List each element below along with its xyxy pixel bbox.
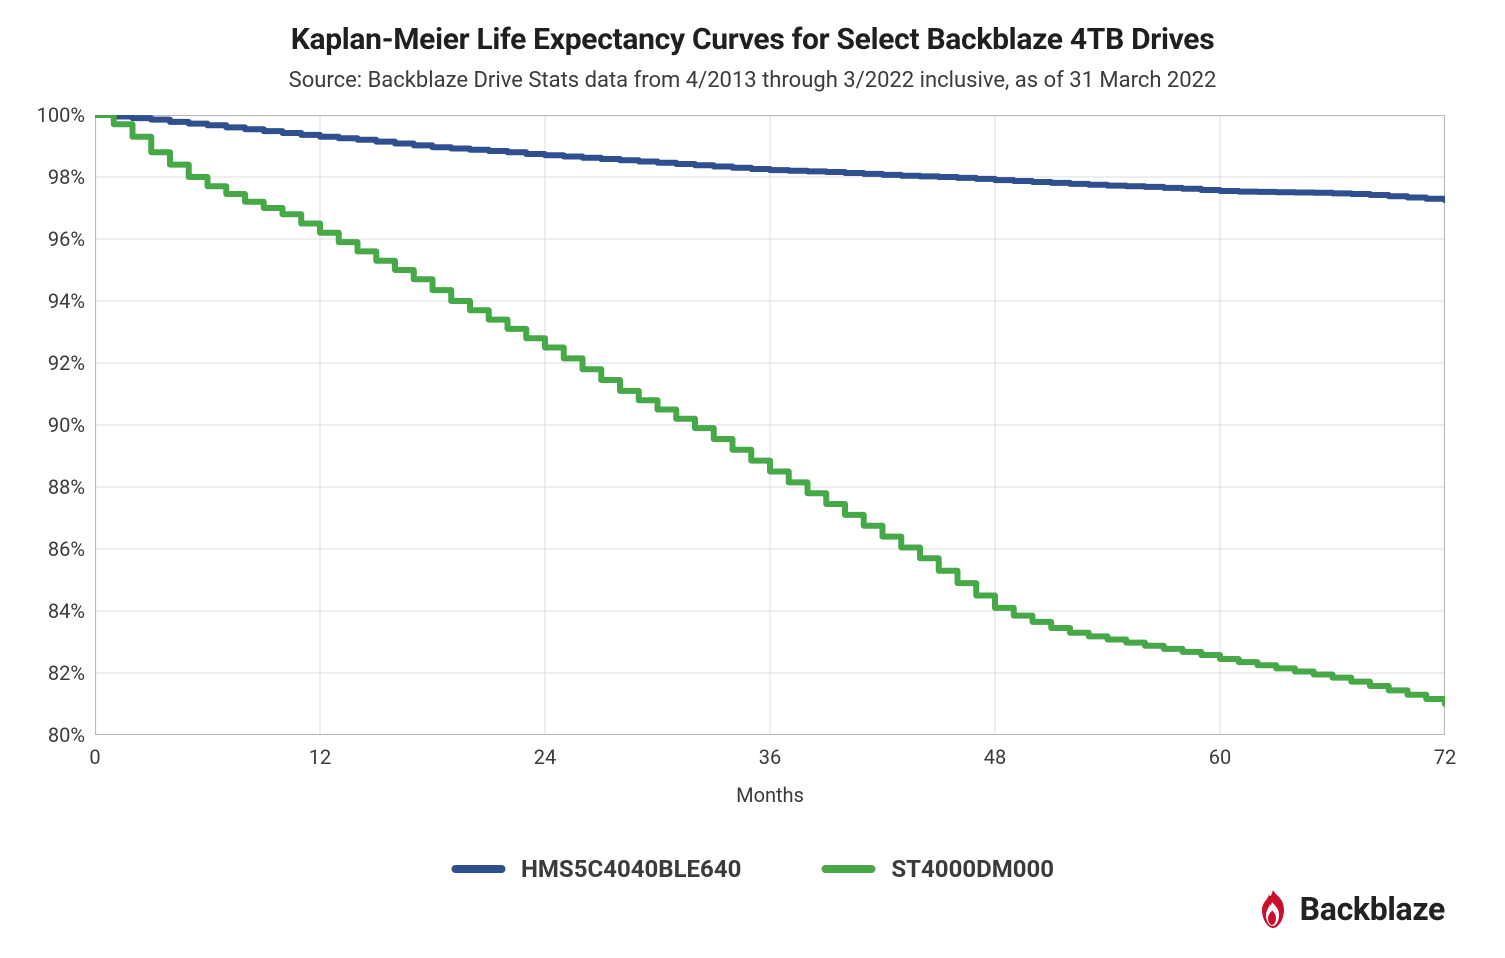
y-tick-label: 84% xyxy=(25,599,85,623)
legend-item: HMS5C4040BLE640 xyxy=(451,855,741,883)
x-tick-label: 60 xyxy=(1209,745,1231,769)
x-axis-ticks: 0122436486072 xyxy=(95,745,1445,775)
legend-swatch xyxy=(821,865,875,873)
y-tick-label: 96% xyxy=(25,227,85,251)
x-tick-label: 24 xyxy=(534,745,556,769)
chart-stage: Kaplan-Meier Life Expectancy Curves for … xyxy=(0,0,1505,958)
x-tick-label: 0 xyxy=(89,745,100,769)
chart-title: Kaplan-Meier Life Expectancy Curves for … xyxy=(0,22,1505,57)
y-tick-label: 92% xyxy=(25,351,85,375)
x-tick-label: 36 xyxy=(759,745,781,769)
chart-legend: HMS5C4040BLE640 ST4000DM000 xyxy=(451,855,1054,883)
legend-swatch xyxy=(451,865,505,873)
flame-icon xyxy=(1256,888,1290,930)
chart-subtitle: Source: Backblaze Drive Stats data from … xyxy=(0,68,1505,93)
x-tick-label: 48 xyxy=(984,745,1006,769)
brand-lockup: Backblaze xyxy=(1256,888,1445,930)
y-tick-label: 98% xyxy=(25,165,85,189)
legend-label: HMS5C4040BLE640 xyxy=(521,855,741,883)
x-tick-label: 72 xyxy=(1434,745,1456,769)
y-tick-label: 86% xyxy=(25,537,85,561)
y-tick-label: 94% xyxy=(25,289,85,313)
legend-label: ST4000DM000 xyxy=(891,855,1054,883)
y-tick-label: 90% xyxy=(25,413,85,437)
y-tick-label: 88% xyxy=(25,475,85,499)
legend-item: ST4000DM000 xyxy=(821,855,1054,883)
brand-name: Backblaze xyxy=(1300,890,1445,928)
chart-plot-area: 80%82%84%86%88%90%92%94%96%98%100% 01224… xyxy=(95,115,1445,735)
y-tick-label: 82% xyxy=(25,661,85,685)
x-axis-title: Months xyxy=(736,783,804,807)
y-tick-label: 100% xyxy=(25,103,85,127)
chart-svg xyxy=(95,115,1445,735)
y-tick-label: 80% xyxy=(25,723,85,747)
x-tick-label: 12 xyxy=(309,745,331,769)
y-axis-ticks: 80%82%84%86%88%90%92%94%96%98%100% xyxy=(25,115,85,735)
